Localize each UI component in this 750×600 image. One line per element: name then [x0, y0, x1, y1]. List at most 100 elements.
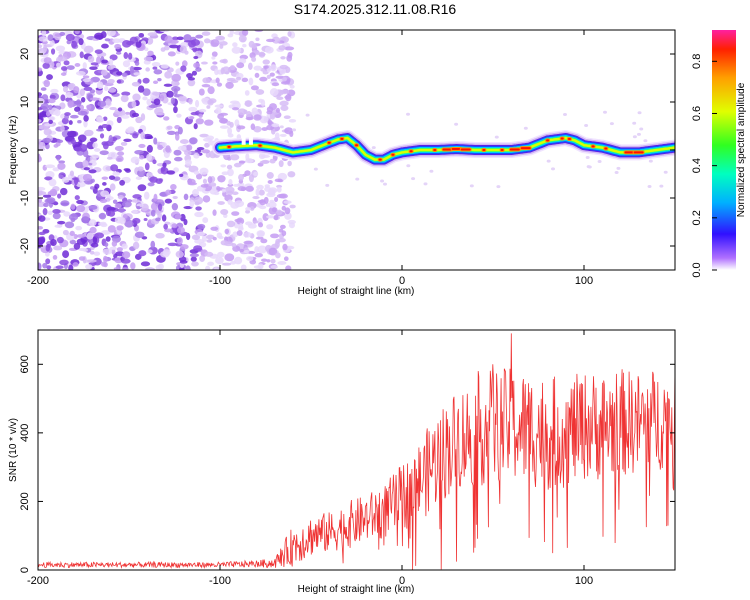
noise-blob	[201, 84, 211, 88]
noise-blob	[79, 143, 88, 152]
noise-blob	[96, 56, 102, 65]
noise-blob	[180, 244, 189, 250]
noise-blob	[253, 171, 259, 177]
noise-blob	[102, 248, 113, 255]
noise-blob	[61, 66, 68, 71]
noise-blob	[88, 205, 98, 210]
noise-blob	[114, 203, 122, 209]
noise-blob	[259, 115, 269, 124]
noise-blob	[83, 114, 89, 122]
noise-blob	[284, 212, 292, 220]
noise-blob	[371, 146, 376, 150]
noise-blob	[79, 51, 84, 59]
noise-blob	[78, 256, 86, 261]
noise-blob	[269, 64, 277, 72]
noise-blob	[83, 86, 93, 91]
noise-blob	[113, 176, 121, 181]
noise-blob	[196, 147, 205, 151]
noise-blob	[38, 236, 45, 245]
noise-blob	[238, 160, 246, 164]
noise-blob	[225, 81, 234, 89]
noise-blob	[43, 44, 48, 53]
noise-blob	[160, 251, 170, 258]
noise-blob	[38, 141, 44, 148]
noise-blob	[229, 154, 240, 161]
noise-blob	[178, 267, 185, 270]
noise-blob	[75, 225, 83, 231]
noise-blob	[616, 166, 621, 170]
noise-blob	[200, 183, 209, 188]
noise-blob	[211, 56, 216, 60]
noise-blob	[49, 94, 56, 100]
noise-blob	[125, 111, 130, 115]
noise-blob	[231, 243, 237, 248]
noise-blob	[219, 43, 224, 49]
noise-blob	[258, 189, 265, 196]
noise-blob	[72, 262, 79, 267]
noise-blob	[140, 261, 151, 267]
noise-blob	[255, 188, 260, 197]
noise-blob	[122, 40, 132, 48]
noise-blob	[121, 91, 131, 96]
ridge-peak	[378, 158, 382, 161]
noise-blob	[53, 144, 59, 148]
noise-blob	[142, 77, 150, 84]
noise-blob	[46, 265, 52, 270]
ridge-peak	[500, 149, 504, 151]
noise-blob	[188, 106, 198, 112]
noise-blob	[282, 243, 288, 251]
noise-blob	[163, 116, 170, 121]
noise-blob	[147, 182, 155, 187]
noise-blob	[190, 111, 199, 116]
noise-blob	[285, 265, 292, 270]
noise-blob	[76, 205, 86, 213]
noise-blob	[193, 123, 198, 130]
noise-blob	[181, 60, 188, 67]
noise-blob	[108, 134, 113, 143]
noise-blob	[92, 257, 102, 266]
noise-blob	[195, 34, 204, 39]
noise-blob	[107, 65, 115, 70]
noise-blob	[189, 137, 198, 145]
noise-blob	[271, 207, 278, 213]
noise-blob	[159, 94, 165, 102]
noise-blob	[40, 103, 50, 110]
noise-blob	[62, 85, 69, 93]
noise-blob	[115, 51, 122, 55]
noise-blob	[112, 38, 121, 44]
noise-blob	[106, 156, 113, 160]
noise-blob	[234, 256, 243, 265]
noise-blob	[106, 206, 116, 212]
noise-blob	[195, 206, 202, 211]
ridge-peak	[227, 145, 231, 148]
noise-blob	[263, 65, 269, 69]
spectrogram-xtick-label: -100	[209, 275, 231, 287]
ridge-peak	[340, 137, 344, 140]
noise-blob	[207, 86, 215, 95]
noise-blob	[262, 213, 269, 221]
noise-blob	[214, 104, 224, 108]
noise-blob	[177, 145, 187, 151]
noise-blob	[267, 180, 273, 184]
noise-blob	[245, 209, 251, 214]
noise-blob	[287, 31, 292, 37]
noise-blob	[228, 178, 233, 186]
noise-blob	[74, 195, 80, 201]
noise-blob	[132, 133, 139, 139]
noise-blob	[187, 182, 198, 186]
noise-blob	[170, 97, 176, 105]
noise-blob	[155, 232, 165, 239]
noise-blob	[105, 236, 111, 242]
noise-blob	[200, 61, 208, 65]
noise-blob	[231, 191, 239, 196]
noise-blob	[65, 33, 75, 42]
noise-blob	[496, 185, 501, 189]
noise-blob	[266, 259, 271, 263]
noise-blob	[289, 204, 296, 209]
noise-blob	[227, 133, 234, 138]
noise-blob	[254, 30, 264, 33]
noise-blob	[271, 123, 280, 128]
noise-blob	[267, 188, 276, 196]
noise-blob	[98, 222, 103, 226]
